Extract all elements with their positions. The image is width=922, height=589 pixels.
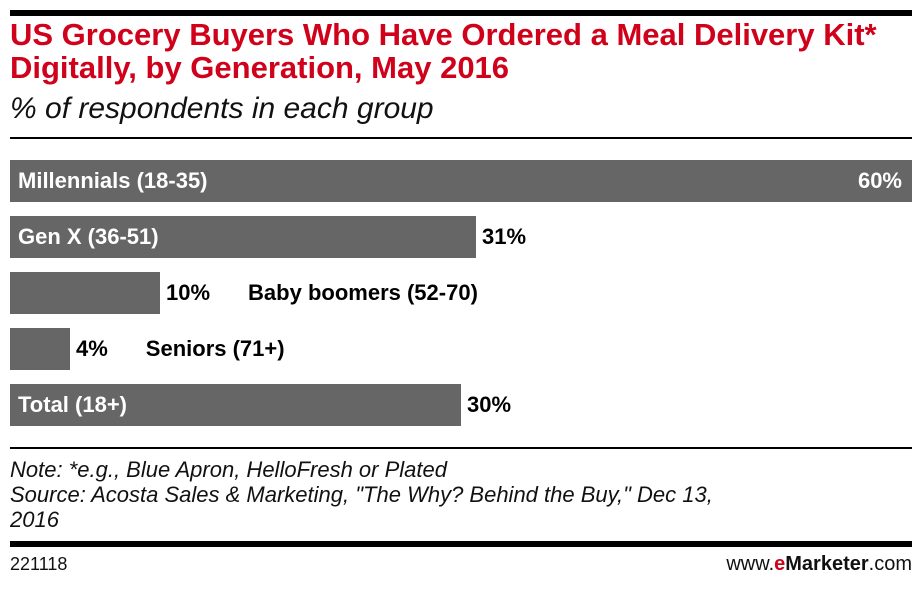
bar <box>10 384 461 426</box>
chart-title: US Grocery Buyers Who Have Ordered a Mea… <box>10 17 877 85</box>
brand-prefix: www. <box>726 553 775 575</box>
source-text-line1: Source: Acosta Sales & Marketing, "The W… <box>10 482 713 507</box>
note-text: Note: *e.g., Blue Apron, HelloFresh or P… <box>10 457 447 482</box>
category-label: Baby boomers (52-70) <box>248 280 478 305</box>
value-label: 4% <box>76 336 108 361</box>
bottom-rule <box>10 541 912 547</box>
brand-accent: e <box>774 553 786 575</box>
bar-chart: Millennials (18-35) 60% Gen X (36-51) 31% Ba… <box>0 150 922 435</box>
brand-logo: www.eMarketer.com <box>726 552 912 576</box>
notes-rule <box>10 447 912 449</box>
brand-name: Marketer <box>785 553 869 575</box>
header-rule <box>10 137 912 139</box>
category-label: Seniors (71+) <box>145 336 285 361</box>
chart-subtitle: % of respondents in each group <box>10 92 434 125</box>
category-label: Gen X (36-51) <box>18 224 159 249</box>
value-label: 10% <box>166 280 211 305</box>
bar <box>10 272 160 314</box>
category-label: Total (18+) <box>18 392 128 417</box>
source-text-line2: 2016 <box>10 507 59 532</box>
value-label: 31% <box>482 224 527 249</box>
bar <box>10 216 476 258</box>
notes-block: Note: *e.g., Blue Apron, HelloFresh or P… <box>10 457 912 532</box>
category-label: Millennials (18-35) <box>18 168 208 193</box>
value-label: 30% <box>467 392 512 417</box>
top-rule <box>10 10 912 16</box>
chart-id: 221118 <box>10 554 68 574</box>
bar <box>10 160 912 202</box>
bar <box>10 328 70 370</box>
value-label: 60% <box>857 168 902 193</box>
brand-suffix: .com <box>868 553 912 575</box>
